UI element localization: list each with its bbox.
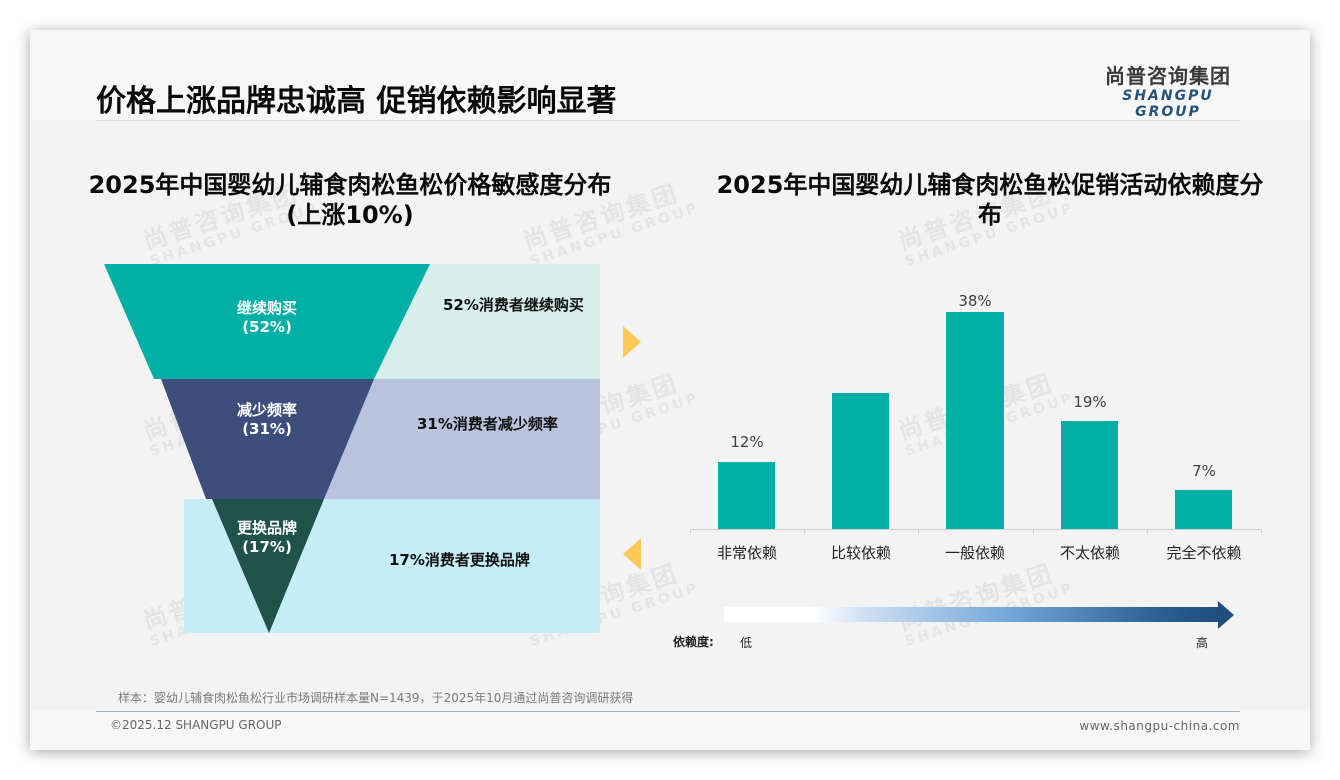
- website-link[interactable]: www.shangpu-china.com: [1079, 719, 1240, 733]
- funnel-label-switch: 更换品牌 (17%): [236, 519, 297, 556]
- category-label: 完全不依赖: [1166, 544, 1242, 562]
- bar-moderately-dependent: [946, 312, 1004, 529]
- axis-tick: [1261, 529, 1262, 534]
- title-divider: [96, 120, 1240, 121]
- category-label: 比较依赖: [830, 544, 891, 562]
- header-band: [30, 30, 1310, 120]
- footer-band: [30, 710, 1310, 750]
- x-axis: [690, 529, 1262, 530]
- category-label: 非常依赖: [716, 544, 777, 562]
- bar-not-dependent: [1175, 490, 1232, 529]
- funnel-desc-reduce: 31%消费者减少频率: [417, 415, 558, 433]
- category-label: 一般依赖: [944, 544, 1005, 562]
- scale-low: 低: [740, 636, 753, 650]
- company-logo: 尚普咨询集团 SHANGPU GROUP: [1088, 64, 1248, 120]
- bar-value: 19%: [1073, 393, 1107, 411]
- logo-cn-text: 尚普咨询集团: [1105, 64, 1231, 88]
- funnel-shape: [104, 264, 430, 633]
- copyright: ©2025.12 SHANGPU GROUP: [110, 718, 282, 732]
- footer-divider: [96, 711, 1240, 712]
- left-chart-title: 2025年中国婴幼儿辅食肉松鱼松价格敏感度分布 (上涨10%): [88, 171, 612, 229]
- axis-tick: [918, 529, 919, 534]
- arrow-left-icon: [623, 538, 641, 570]
- sample-note: 样本：婴幼儿辅食肉松鱼松行业市场调研样本量N=1439，于2025年10月通过尚…: [118, 691, 634, 705]
- category-label: 不太依赖: [1059, 544, 1120, 562]
- bar-value: 38%: [958, 292, 992, 310]
- funnel-segment-reduce: [161, 379, 374, 499]
- funnel-label-reduce: 减少频率 (31%): [236, 401, 297, 438]
- bar-very-dependent: [718, 462, 775, 529]
- dependency-gradient-arrow: [724, 607, 1220, 622]
- bar-value: 7%: [1192, 462, 1216, 480]
- bar-fairly-dependent: [832, 393, 889, 529]
- logo-en-text: SHANGPU GROUP: [1122, 88, 1214, 120]
- arrow-right-icon: [623, 326, 641, 358]
- right-chart-title: 2025年中国婴幼儿辅食肉松鱼松促销活动依赖度分 布: [716, 171, 1264, 229]
- bar-slightly-dependent: [1061, 421, 1118, 529]
- funnel-segment-continue: [104, 264, 430, 379]
- slide: 价格上涨品牌忠诚高 促销依赖影响显著 尚普咨询集团 SHANGPU GROUP …: [30, 30, 1310, 750]
- axis-tick: [1033, 529, 1034, 534]
- price-sensitivity-funnel: 继续购买 (52%) 减少频率 (31%) 更换品牌 (17%) 52%消费者继…: [104, 264, 604, 634]
- axis-tick: [690, 529, 691, 534]
- scale-label: 依赖度:: [673, 635, 714, 649]
- bar-value: 12%: [730, 433, 764, 451]
- funnel-desc-continue: 52%消费者继续购买: [443, 296, 584, 314]
- axis-tick: [1147, 529, 1148, 534]
- promotion-dependency-bar-chart: 12% 24% 38% 19% 7% 非常依赖 比较依赖 一般依赖 不太依赖 完…: [690, 280, 1262, 562]
- page-title: 价格上涨品牌忠诚高 促销依赖影响显著: [96, 84, 617, 119]
- arrow-head-icon: [1218, 601, 1234, 629]
- funnel-segment-switch: [212, 499, 324, 633]
- funnel-label-continue: 继续购买 (52%): [236, 299, 297, 336]
- funnel-desc-switch: 17%消费者更换品牌: [389, 551, 530, 569]
- scale-high: 高: [1196, 636, 1209, 650]
- axis-tick: [804, 529, 805, 534]
